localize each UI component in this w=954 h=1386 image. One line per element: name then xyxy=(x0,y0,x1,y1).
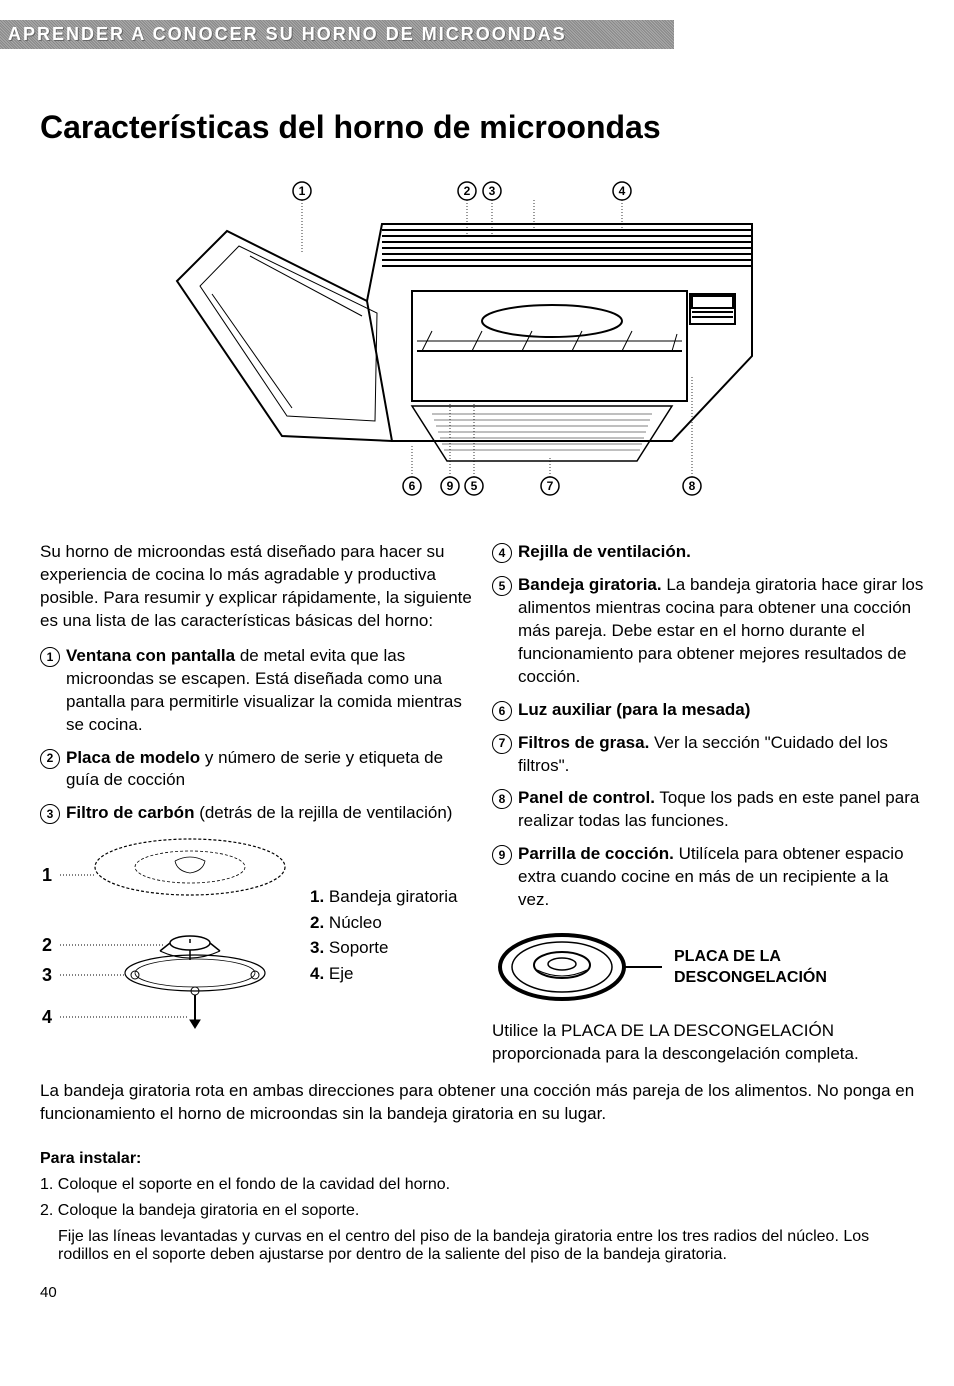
feature-number-icon: 9 xyxy=(492,845,512,865)
turntable-exploded-svg: 1 2 3 4 xyxy=(40,835,290,1035)
microwave-diagram: 1 2 3 4 xyxy=(40,176,924,521)
install-title: Para instalar: xyxy=(40,1150,924,1168)
svg-text:7: 7 xyxy=(547,479,554,493)
microwave-svg: 1 2 3 4 xyxy=(132,176,832,516)
defrost-plate-row: PLACA DE LA DESCONGELACIÓN xyxy=(492,922,924,1012)
feature-item-6: 6 Luz auxiliar (para la mesada) xyxy=(492,699,924,722)
feature-number-icon: 4 xyxy=(492,543,512,563)
feature-number-icon: 5 xyxy=(492,576,512,596)
svg-text:1: 1 xyxy=(42,865,52,885)
defrost-text: Utilice la PLACA DE LA DESCONGELACIÓN pr… xyxy=(492,1020,924,1066)
page-number: 40 xyxy=(40,1284,924,1301)
feature-number-icon: 2 xyxy=(40,749,60,769)
feature-item-3: 3 Filtro de carbón (detrás de la rejilla… xyxy=(40,802,472,825)
feature-number-icon: 6 xyxy=(492,701,512,721)
svg-text:4: 4 xyxy=(619,184,626,198)
part-item: 1. Bandeja giratoria xyxy=(310,884,457,910)
left-column: Su horno de microondas está diseñado par… xyxy=(40,541,472,1066)
install-step-1: 1. Coloque el soporte en el fondo de la … xyxy=(40,1176,924,1194)
feature-item-1: 1 Ventana con pantalla de metal evita qu… xyxy=(40,645,472,737)
part-item: 3. Soporte xyxy=(310,935,457,961)
content-columns: Su horno de microondas está diseñado par… xyxy=(40,541,924,1066)
page-title: Características del horno de microondas xyxy=(40,109,924,146)
feature-number-icon: 3 xyxy=(40,804,60,824)
turntable-parts-diagram: 1 2 3 4 1. Bandeja giratoria 2. Núcleo 3… xyxy=(40,835,472,1035)
intro-paragraph: Su horno de microondas está diseñado par… xyxy=(40,541,472,633)
document-page: APRENDER A CONOCER SU HORNO DE MICROONDA… xyxy=(0,0,954,1321)
feature-number-icon: 1 xyxy=(40,647,60,667)
feature-number-icon: 8 xyxy=(492,789,512,809)
section-header-bar: APRENDER A CONOCER SU HORNO DE MICROONDA… xyxy=(0,20,674,49)
svg-text:9: 9 xyxy=(447,479,454,493)
part-item: 2. Núcleo xyxy=(310,910,457,936)
feature-item-7: 7 Filtros de grasa. Ver la sección "Cuid… xyxy=(492,732,924,778)
svg-text:8: 8 xyxy=(689,479,696,493)
svg-text:1: 1 xyxy=(299,184,306,198)
svg-text:3: 3 xyxy=(42,965,52,985)
install-step-2: 2. Coloque la bandeja giratoria en el so… xyxy=(40,1202,924,1220)
turntable-note: La bandeja giratoria rota en ambas direc… xyxy=(40,1080,924,1126)
feature-item-8: 8 Panel de control. Toque los pads en es… xyxy=(492,787,924,833)
right-column: 4 Rejilla de ventilación. 5 Bandeja gira… xyxy=(492,541,924,1066)
defrost-plate-svg xyxy=(492,922,662,1012)
svg-text:3: 3 xyxy=(489,184,496,198)
svg-text:6: 6 xyxy=(409,479,416,493)
svg-text:4: 4 xyxy=(42,1007,52,1027)
feature-item-9: 9 Parrilla de cocción. Utilícela para ob… xyxy=(492,843,924,912)
feature-item-4: 4 Rejilla de ventilación. xyxy=(492,541,924,564)
defrost-plate-label: PLACA DE LA DESCONGELACIÓN xyxy=(674,946,827,989)
svg-text:5: 5 xyxy=(471,479,478,493)
svg-text:2: 2 xyxy=(42,935,52,955)
turntable-parts-list: 1. Bandeja giratoria 2. Núcleo 3. Soport… xyxy=(310,884,457,986)
feature-item-2: 2 Placa de modelo y número de serie y et… xyxy=(40,747,472,793)
install-substep: Fije las líneas levantadas y curvas en e… xyxy=(58,1228,924,1264)
part-item: 4. Eje xyxy=(310,961,457,987)
feature-number-icon: 7 xyxy=(492,734,512,754)
svg-text:2: 2 xyxy=(464,184,471,198)
feature-item-5: 5 Bandeja giratoria. La bandeja giratori… xyxy=(492,574,924,689)
